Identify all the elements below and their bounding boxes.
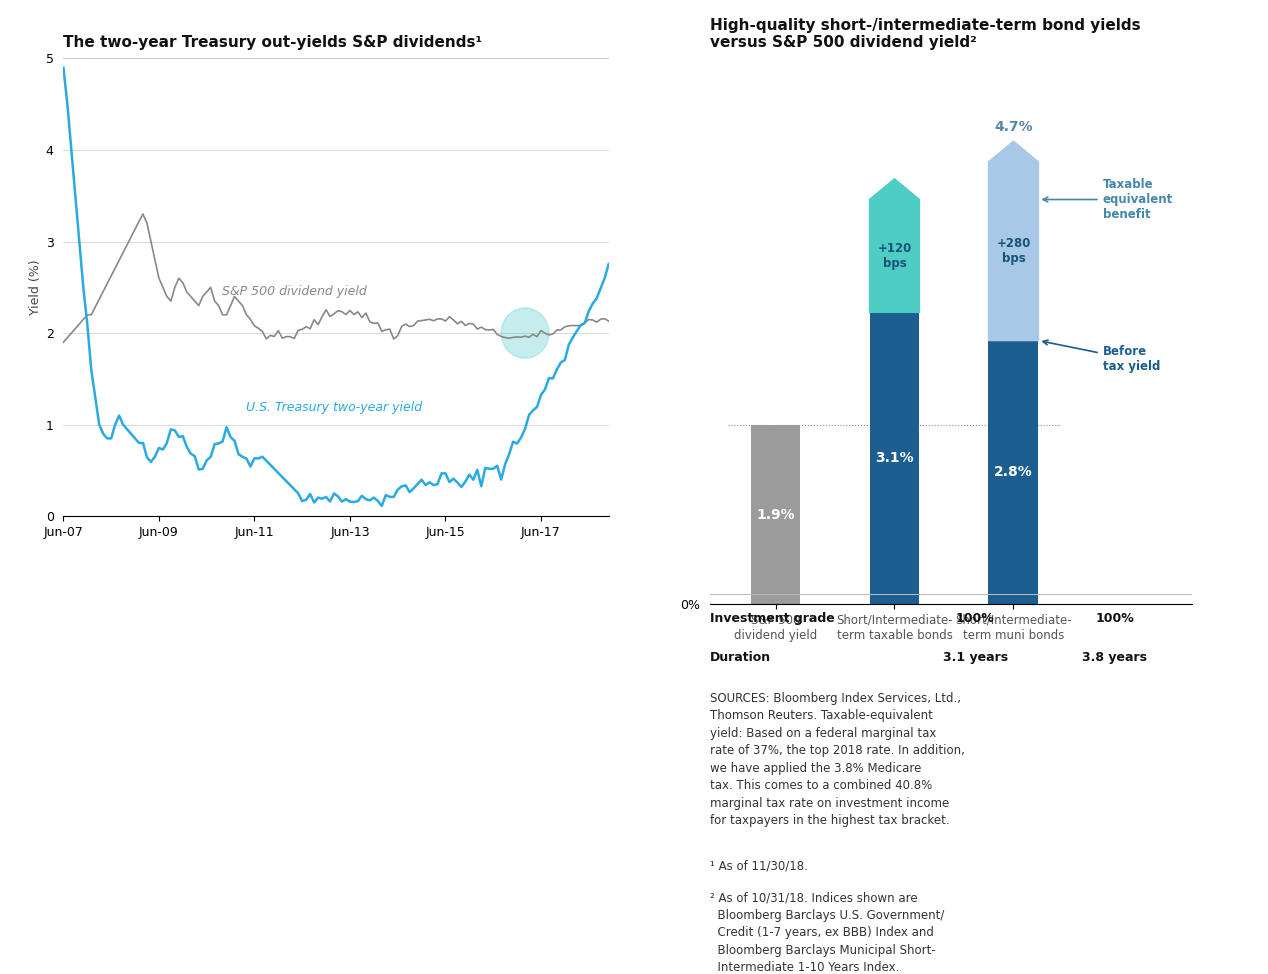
Y-axis label: Yield (%): Yield (%): [28, 259, 42, 316]
Polygon shape: [870, 179, 919, 313]
Text: 100%: 100%: [956, 613, 994, 625]
Text: 3.1%: 3.1%: [875, 451, 914, 466]
Text: 100%: 100%: [1096, 613, 1134, 625]
Text: Before
tax yield: Before tax yield: [1044, 340, 1160, 373]
Text: Duration: Duration: [710, 651, 771, 663]
Text: +280
bps: +280 bps: [997, 238, 1031, 265]
Text: 4.7%: 4.7%: [994, 120, 1032, 133]
Bar: [870, 313, 919, 604]
Ellipse shape: [501, 308, 549, 358]
Bar: [989, 341, 1038, 604]
Text: High-quality short-/intermediate-term bond yields
versus S&P 500 dividend yield²: High-quality short-/intermediate-term bo…: [710, 18, 1141, 51]
Text: 3.1 years: 3.1 years: [942, 651, 1008, 663]
Text: Investment grade: Investment grade: [710, 613, 834, 625]
Text: 2.8%: 2.8%: [994, 466, 1033, 479]
Text: 3.8 years: 3.8 years: [1083, 651, 1148, 663]
Polygon shape: [989, 141, 1038, 341]
Text: ¹ As of 11/30/18.: ¹ As of 11/30/18.: [710, 860, 808, 873]
Text: Taxable
equivalent
benefit: Taxable equivalent benefit: [1044, 178, 1173, 221]
Text: SOURCES: Bloomberg Index Services, Ltd.,
Thomson Reuters. Taxable-equivalent
yie: SOURCES: Bloomberg Index Services, Ltd.,…: [710, 692, 965, 827]
Text: 1.9%: 1.9%: [756, 507, 795, 521]
Bar: [751, 426, 800, 604]
Text: S&P 500 dividend yield: S&P 500 dividend yield: [222, 284, 366, 298]
Text: The two-year Treasury out-yields S&P dividends¹: The two-year Treasury out-yields S&P div…: [63, 35, 483, 51]
Text: ² As of 10/31/18. Indices shown are
  Bloomberg Barclays U.S. Government/
  Cred: ² As of 10/31/18. Indices shown are Bloo…: [710, 891, 945, 974]
Text: U.S. Treasury two-year yield: U.S. Treasury two-year yield: [246, 401, 422, 414]
Text: +120
bps: +120 bps: [877, 242, 912, 270]
